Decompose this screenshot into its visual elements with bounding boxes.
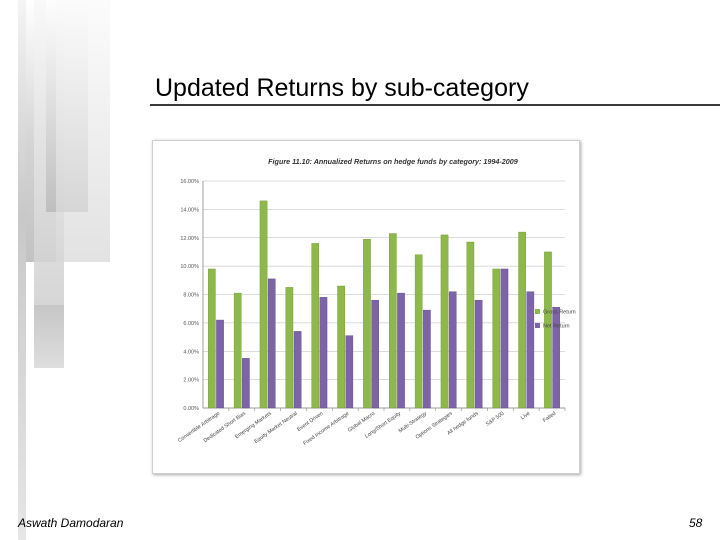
bar-gross-return (492, 268, 501, 409)
bar-net-return (267, 278, 276, 409)
chart-title: Figure 11.10: Annualized Returns on hedg… (268, 157, 518, 166)
x-category-label: Equity Market Neutral (253, 411, 298, 445)
x-category-label: S&P 500 (485, 411, 506, 428)
y-tick-label: 12.00% (180, 236, 199, 242)
bar-net-return (345, 335, 354, 409)
bar-gross-return (414, 254, 423, 409)
bar-net-return (423, 309, 431, 409)
bar-net-return (474, 299, 483, 409)
bar-gross-return (337, 285, 345, 409)
y-tick-label: 2.00% (183, 378, 199, 384)
bar-gross-return (544, 251, 552, 409)
footer-author: Aswath Damodaran (18, 516, 124, 530)
decorative-bar (18, 0, 26, 540)
decorative-bar (56, 0, 110, 262)
legend-swatch (535, 323, 540, 328)
bar-net-return (319, 297, 328, 409)
bar-net-return (371, 299, 379, 409)
y-tick-label: 16.00% (180, 179, 199, 185)
bar-net-return (242, 358, 250, 409)
bar-gross-return (389, 233, 397, 409)
bar-gross-return (285, 287, 294, 409)
decorative-bar (34, 305, 64, 368)
legend-swatch (535, 309, 540, 314)
bar-net-return (526, 291, 535, 409)
y-tick-label: 6.00% (183, 321, 199, 327)
chart-image-frame: Figure 11.10: Annualized Returns on hedg… (152, 140, 580, 474)
bar-gross-return (363, 238, 371, 409)
legend-label: Net Return (543, 324, 570, 330)
bar-net-return (448, 291, 457, 409)
bar-gross-return (259, 200, 268, 409)
y-tick-label: 8.00% (183, 293, 199, 299)
y-tick-label: 0.00% (183, 406, 199, 412)
x-category-label: Fixed Income Arbitrage (302, 411, 350, 447)
x-category-label: Failed (542, 411, 557, 424)
bar-net-return (397, 292, 405, 409)
y-tick-label: 4.00% (183, 349, 199, 355)
x-category-label: Live (520, 411, 531, 422)
x-category-label: Convertible Arbitrage (177, 411, 221, 444)
bar-gross-return (440, 234, 449, 409)
legend-label: Gross Return (543, 310, 576, 316)
y-tick-label: 14.00% (180, 207, 199, 213)
bar-net-return (293, 331, 302, 409)
bar-gross-return (311, 243, 320, 409)
bar-chart: Figure 11.10: Annualized Returns on hedg… (177, 157, 576, 447)
bar-gross-return (518, 231, 526, 409)
title-divider (150, 104, 720, 106)
y-tick-label: 10.00% (180, 264, 199, 270)
bar-net-return (500, 268, 509, 409)
slide-title: Updated Returns by sub-category (155, 74, 529, 102)
bar-net-return (552, 307, 560, 409)
bar-net-return (216, 319, 224, 409)
bar-gross-return (208, 268, 216, 409)
page-number: 58 (689, 516, 703, 530)
bar-gross-return (466, 241, 475, 409)
bar-gross-return (233, 292, 242, 409)
